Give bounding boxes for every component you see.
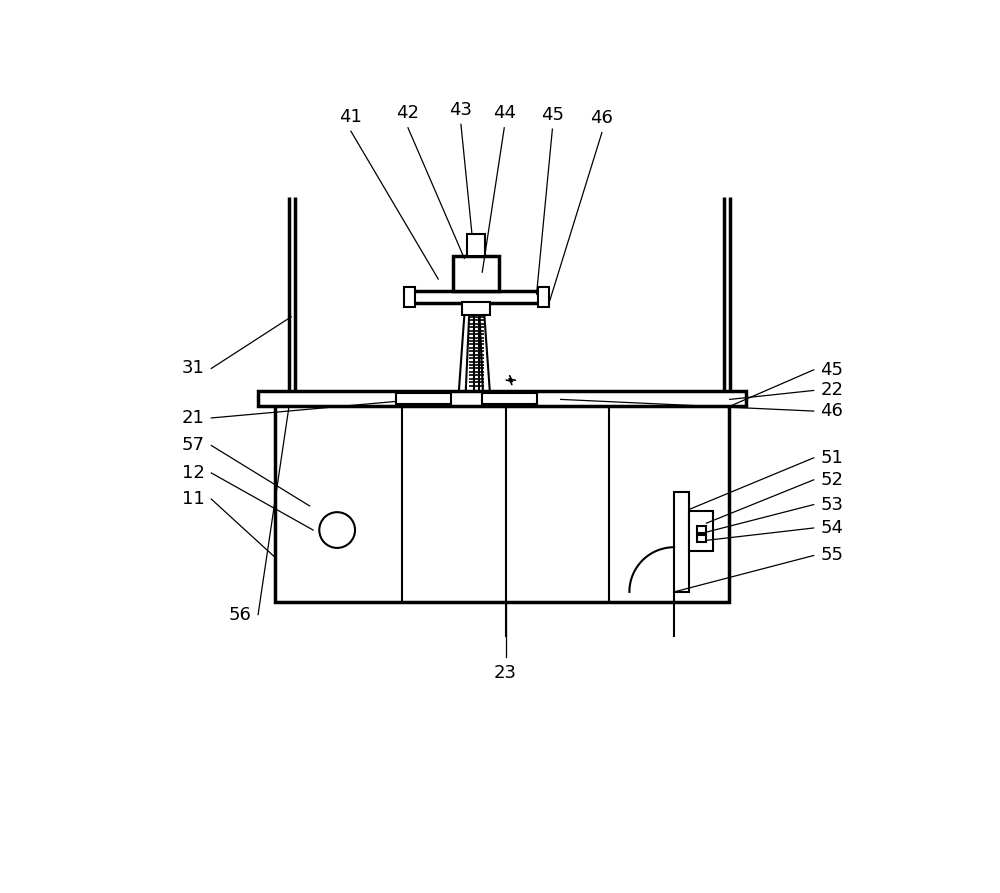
Bar — [396, 393, 451, 404]
Text: 54: 54 — [821, 519, 844, 537]
Text: 43: 43 — [449, 101, 472, 119]
Bar — [482, 393, 537, 404]
Text: 12: 12 — [182, 464, 204, 482]
Text: 51: 51 — [821, 449, 843, 467]
Bar — [467, 234, 485, 256]
Text: 57: 57 — [181, 437, 204, 455]
Text: 42: 42 — [396, 104, 419, 122]
Bar — [697, 526, 706, 533]
Bar — [258, 391, 746, 406]
Bar — [462, 302, 490, 315]
Text: 41: 41 — [339, 108, 362, 126]
Text: 44: 44 — [493, 104, 516, 122]
Bar — [275, 403, 729, 602]
Bar — [538, 288, 549, 306]
Text: 52: 52 — [821, 471, 844, 488]
Text: 11: 11 — [182, 490, 204, 508]
Text: 31: 31 — [182, 360, 204, 378]
Bar — [689, 511, 713, 551]
Text: 53: 53 — [821, 496, 844, 513]
Bar — [674, 492, 689, 592]
Bar — [453, 256, 499, 291]
Bar — [404, 288, 415, 306]
Text: 21: 21 — [182, 409, 204, 427]
Text: 45: 45 — [821, 361, 844, 379]
Bar — [413, 291, 540, 303]
Bar — [697, 535, 706, 542]
Text: 55: 55 — [821, 547, 844, 564]
Text: 23: 23 — [494, 664, 517, 682]
Text: 56: 56 — [228, 605, 251, 623]
Text: 22: 22 — [821, 381, 844, 399]
Text: 46: 46 — [821, 402, 843, 420]
Text: 46: 46 — [590, 109, 613, 127]
Text: 45: 45 — [541, 105, 564, 123]
